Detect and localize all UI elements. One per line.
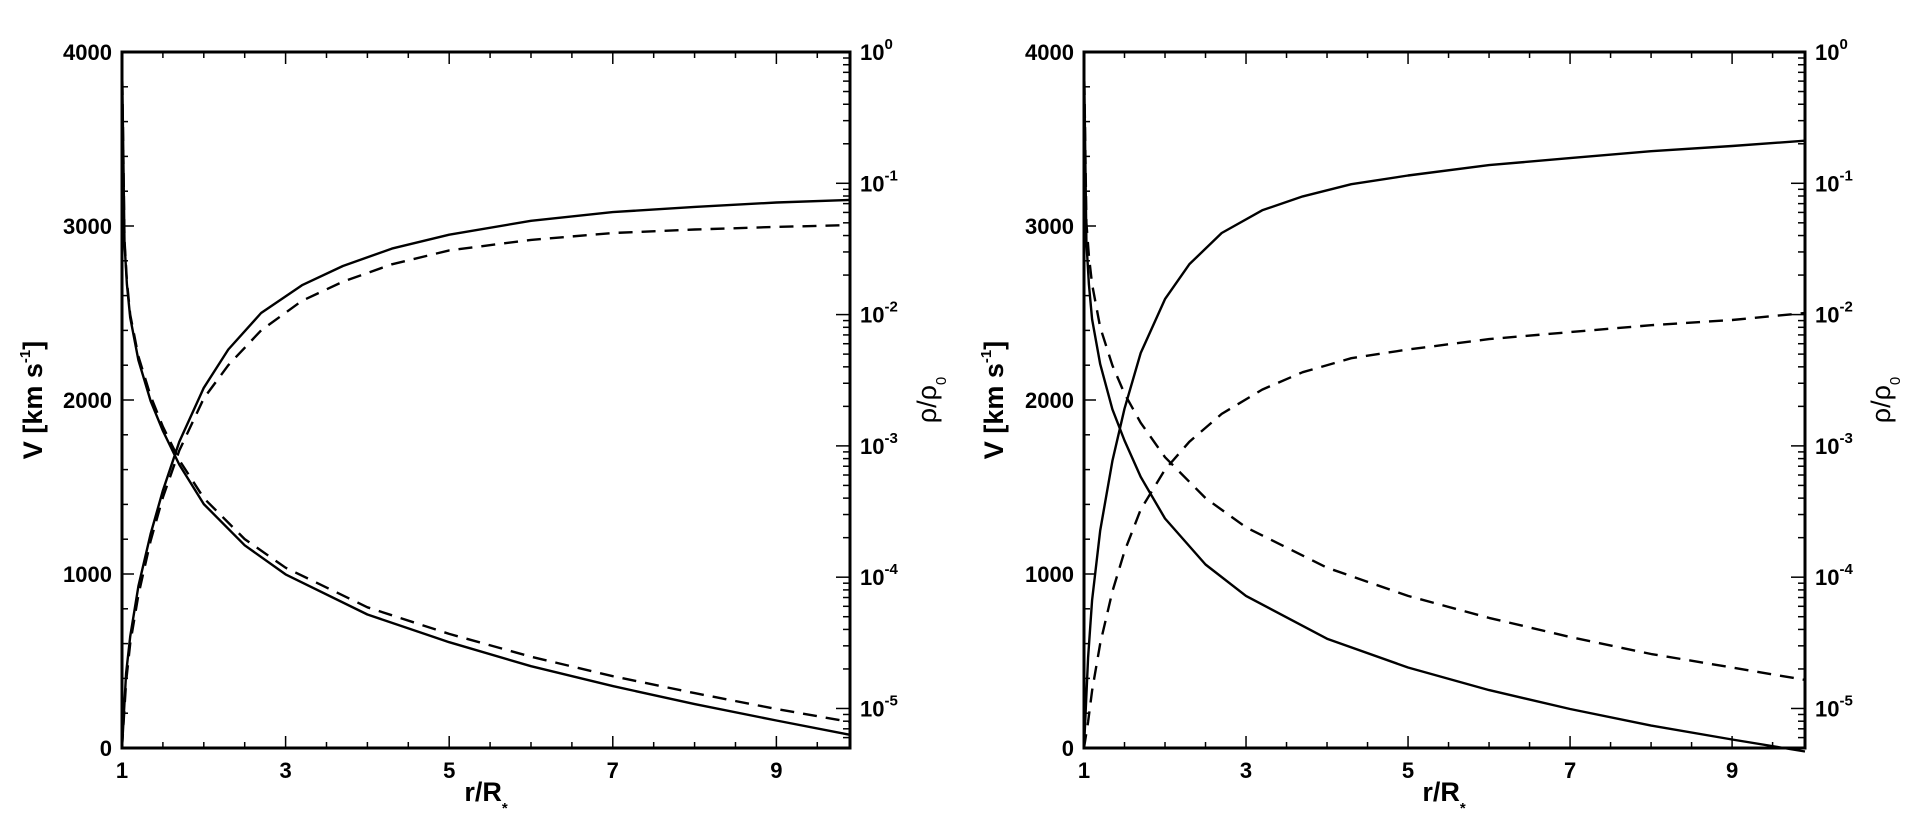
right-y-axis-title: ρ/ρ0 xyxy=(1866,377,1904,424)
plot-frame xyxy=(120,50,852,750)
y-right-tick-label: 100 xyxy=(860,36,893,65)
y-right-tick-label: 10-3 xyxy=(1815,430,1853,459)
y-left-tick-label: 4000 xyxy=(1025,40,1074,65)
tick-marks xyxy=(1083,51,1805,749)
y-left-tick-label: 0 xyxy=(100,736,112,761)
velocity-solid-line xyxy=(120,198,851,749)
velocity-dashed-line xyxy=(1082,311,1806,749)
x-tick-label: 9 xyxy=(1726,758,1738,783)
plot-frame xyxy=(1082,50,1807,750)
velocity-dashed-line xyxy=(120,223,851,749)
y-right-tick-label: 10-4 xyxy=(1815,561,1853,590)
y-right-tick-label: 10-1 xyxy=(1815,167,1853,196)
series-lines xyxy=(120,57,851,749)
series-lines xyxy=(1082,57,1806,753)
x-axis-title: r/R* xyxy=(1422,777,1466,817)
x-axis-title: r/R* xyxy=(464,777,508,817)
density-solid-line xyxy=(1082,57,1806,753)
x-tick-label: 1 xyxy=(116,758,128,783)
tick-marks xyxy=(121,51,850,749)
density-dashed-line xyxy=(1082,57,1806,682)
y-right-tick-label: 10-5 xyxy=(860,692,898,721)
left-y-tick-labels: 0 1000 2000 3000 4000 xyxy=(1025,40,1074,761)
x-tick-label: 5 xyxy=(443,758,455,783)
x-tick-label: 1 xyxy=(1078,758,1090,783)
x-tick-label: 3 xyxy=(279,758,291,783)
y-right-tick-label: 10-1 xyxy=(860,167,898,196)
left-y-axis-title: V [km s-1] xyxy=(17,341,48,459)
x-tick-label: 9 xyxy=(770,758,782,783)
x-tick-label: 7 xyxy=(1564,758,1576,783)
y-left-tick-label: 2000 xyxy=(1025,388,1074,413)
y-right-tick-label: 10-2 xyxy=(860,299,898,328)
x-tick-labels: 1 3 5 7 9 xyxy=(1078,758,1738,783)
y-left-tick-label: 1000 xyxy=(1025,562,1074,587)
right-y-axis-title: ρ/ρ0 xyxy=(912,377,950,424)
y-left-tick-label: 0 xyxy=(1062,736,1074,761)
y-left-tick-label: 3000 xyxy=(63,214,112,239)
y-left-tick-label: 1000 xyxy=(63,562,112,587)
x-tick-label: 5 xyxy=(1402,758,1414,783)
left-y-axis-title: V [km s-1] xyxy=(978,341,1009,459)
right-y-tick-labels: 100 10-1 10-2 10-3 10-4 10-5 xyxy=(860,36,898,721)
y-right-tick-label: 10-4 xyxy=(860,561,898,590)
y-left-tick-label: 4000 xyxy=(63,40,112,65)
x-tick-labels: 1 3 5 7 9 xyxy=(116,758,783,783)
y-right-tick-label: 10-2 xyxy=(1815,299,1853,328)
y-left-tick-label: 3000 xyxy=(1025,214,1074,239)
right-y-tick-labels: 100 10-1 10-2 10-3 10-4 10-5 xyxy=(1815,36,1853,721)
y-left-tick-label: 2000 xyxy=(63,388,112,413)
velocity-solid-line xyxy=(1082,139,1806,749)
x-tick-label: 3 xyxy=(1240,758,1252,783)
y-right-tick-label: 10-5 xyxy=(1815,692,1853,721)
x-tick-label: 7 xyxy=(607,758,619,783)
density-solid-line xyxy=(120,57,851,736)
density-dashed-line xyxy=(120,57,851,724)
y-right-tick-label: 10-3 xyxy=(860,430,898,459)
left-y-tick-labels: 0 1000 2000 3000 4000 xyxy=(63,40,112,761)
y-right-tick-label: 100 xyxy=(1815,36,1848,65)
